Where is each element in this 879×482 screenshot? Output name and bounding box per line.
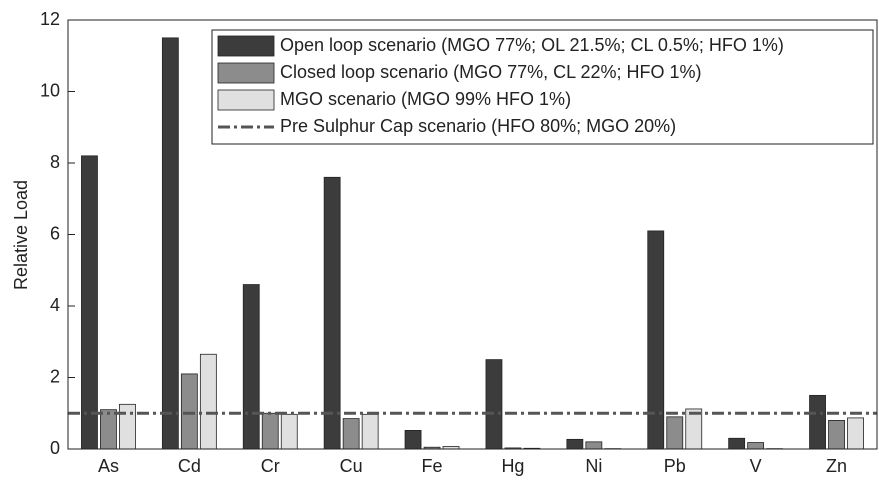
y-tick-label: 2 [50,366,60,386]
legend-label: Closed loop scenario (MGO 77%, CL 22%; H… [280,62,702,82]
x-tick-label: Ni [585,456,602,476]
legend-swatch [217,62,275,84]
bar [666,416,684,450]
legend-label: Open loop scenario (MGO 77%; OL 21.5%; C… [280,35,784,55]
y-tick-label: 8 [50,152,60,172]
y-tick-label: 10 [40,80,60,100]
bar [100,409,117,450]
bar [585,441,603,450]
bar [242,284,260,450]
bar [342,418,360,450]
bar [261,412,279,450]
bar [747,442,765,450]
bar [828,419,845,450]
y-tick-label: 6 [50,223,60,243]
x-tick-label: Zn [826,456,847,476]
bar [685,408,703,450]
x-tick-label: Fe [422,456,443,476]
y-tick-label: 0 [50,438,60,458]
legend-swatch [217,35,275,57]
y-tick-label: 4 [50,295,60,315]
legend-label: MGO scenario (MGO 99% HFO 1%) [280,89,571,109]
x-tick-label: Hg [501,456,524,476]
plot-frame [67,19,878,450]
bar [180,373,198,450]
bar [847,417,864,450]
x-tick-label: As [98,456,119,476]
bar [404,430,422,450]
x-tick-label: Cr [261,456,280,476]
bar [647,230,665,450]
bar [119,403,136,450]
bar [728,437,746,450]
y-tick-label: 12 [40,9,60,29]
x-tick-label: Pb [664,456,686,476]
legend-label: Pre Sulphur Cap scenario (HFO 80%; MGO 2… [280,116,676,136]
bar [280,413,298,450]
bar [361,413,379,450]
y-axis-label: Relative Load [11,180,31,290]
bar [485,359,503,450]
bar [323,176,341,450]
bar [161,37,179,450]
bar [809,394,826,450]
x-tick-label: Cu [340,456,363,476]
legend-box [211,29,874,145]
legend-swatch [217,89,275,111]
x-tick-label: Cd [178,456,201,476]
bar [199,353,217,450]
x-tick-label: V [750,456,762,476]
bar [81,155,98,450]
bar [566,438,584,450]
